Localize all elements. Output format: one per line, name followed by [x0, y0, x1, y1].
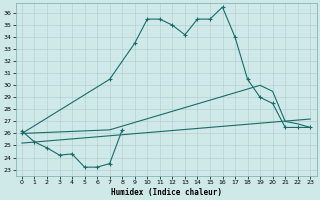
- X-axis label: Humidex (Indice chaleur): Humidex (Indice chaleur): [111, 188, 221, 197]
